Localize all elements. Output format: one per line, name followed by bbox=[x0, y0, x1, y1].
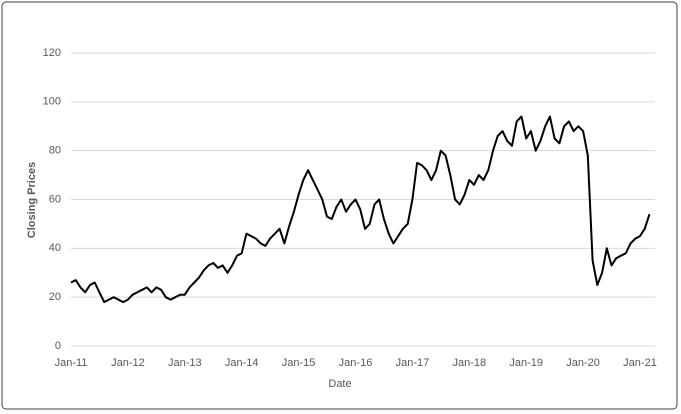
x-tick-label: Jan-16 bbox=[339, 357, 373, 369]
x-tick-label: Jan-20 bbox=[566, 357, 600, 369]
price-line bbox=[70, 115, 651, 304]
x-tick-label: Jan-11 bbox=[55, 357, 88, 369]
y-tick-label: 40 bbox=[49, 242, 61, 254]
y-tick-label: 60 bbox=[49, 193, 61, 205]
x-tick-label: Jan-18 bbox=[452, 357, 486, 369]
x-tick-label: Jan-21 bbox=[623, 357, 657, 369]
y-tick-label: 20 bbox=[49, 291, 61, 303]
y-axis-label: Closing Prices bbox=[26, 162, 38, 238]
y-tick-label: 80 bbox=[49, 145, 61, 157]
x-axis-label: Date bbox=[328, 378, 351, 390]
x-tick-label: Jan-14 bbox=[225, 357, 259, 369]
y-tick-label: 120 bbox=[43, 47, 61, 59]
x-tick-label: Jan-15 bbox=[282, 357, 316, 369]
y-tick-label: 100 bbox=[43, 96, 61, 108]
x-tick-label: Jan-12 bbox=[111, 357, 145, 369]
y-tick-label: 0 bbox=[55, 340, 61, 352]
x-tick-label: Jan-19 bbox=[509, 357, 543, 369]
x-tick-label: Jan-17 bbox=[396, 357, 430, 369]
x-tick-label: Jan-13 bbox=[168, 357, 202, 369]
